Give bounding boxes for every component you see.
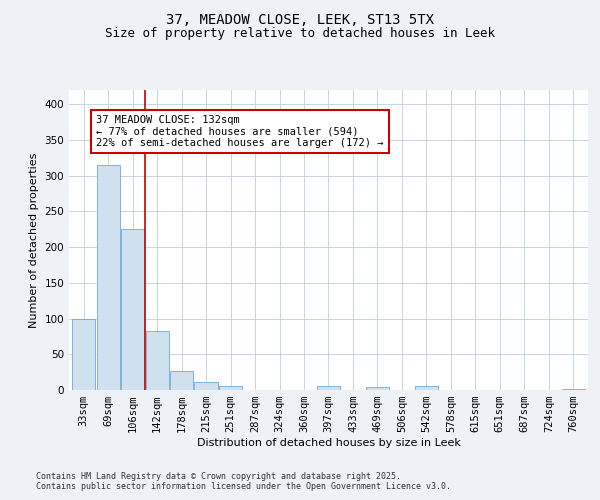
Text: Size of property relative to detached houses in Leek: Size of property relative to detached ho… <box>105 28 495 40</box>
Text: Contains HM Land Registry data © Crown copyright and database right 2025.: Contains HM Land Registry data © Crown c… <box>36 472 401 481</box>
Bar <box>72 318 95 390</box>
Bar <box>97 165 120 390</box>
Text: Contains public sector information licensed under the Open Government Licence v3: Contains public sector information licen… <box>36 482 451 491</box>
Y-axis label: Number of detached properties: Number of detached properties <box>29 152 39 328</box>
Bar <box>562 388 585 390</box>
Bar <box>121 230 144 390</box>
Text: 37 MEADOW CLOSE: 132sqm
← 77% of detached houses are smaller (594)
22% of semi-d: 37 MEADOW CLOSE: 132sqm ← 77% of detache… <box>96 115 383 148</box>
Text: 37, MEADOW CLOSE, LEEK, ST13 5TX: 37, MEADOW CLOSE, LEEK, ST13 5TX <box>166 12 434 26</box>
Bar <box>366 387 389 390</box>
X-axis label: Distribution of detached houses by size in Leek: Distribution of detached houses by size … <box>197 438 460 448</box>
Bar <box>415 386 438 390</box>
Bar <box>317 386 340 390</box>
Bar <box>170 372 193 390</box>
Bar <box>146 330 169 390</box>
Bar <box>194 382 218 390</box>
Bar <box>219 386 242 390</box>
